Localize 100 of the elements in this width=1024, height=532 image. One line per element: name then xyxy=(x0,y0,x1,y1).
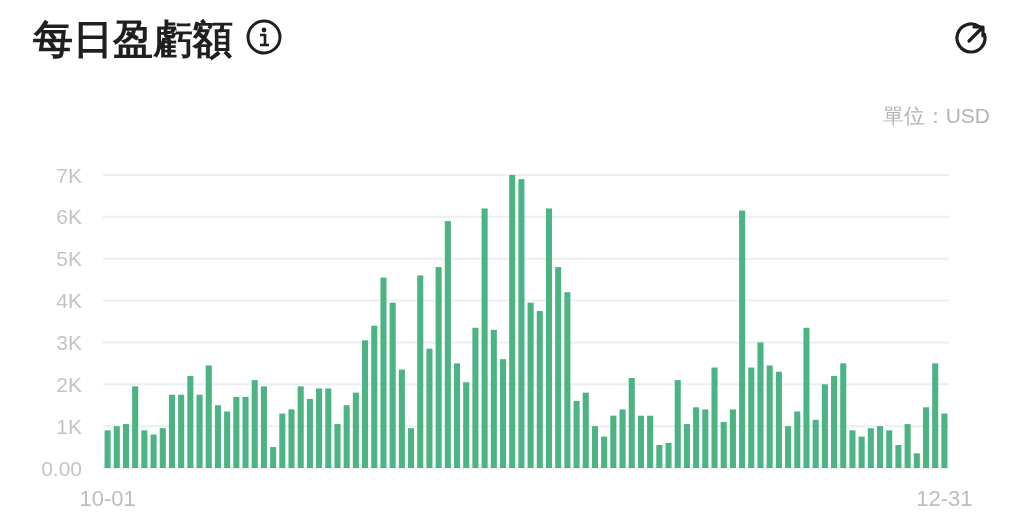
bar xyxy=(840,363,847,468)
bar xyxy=(803,327,810,468)
text: 單位：USD xyxy=(882,104,990,127)
bar xyxy=(196,394,203,468)
bar xyxy=(380,277,387,468)
bar xyxy=(656,444,663,468)
bar xyxy=(251,380,258,468)
bar xyxy=(674,380,681,468)
bar xyxy=(683,424,690,468)
y-tick-label: 2K xyxy=(56,372,82,396)
bar xyxy=(472,327,479,468)
bar xyxy=(168,394,175,468)
bar xyxy=(306,398,313,468)
bar xyxy=(628,378,635,468)
x-tick-label: 12-31 xyxy=(916,486,973,511)
bar xyxy=(205,365,212,468)
y-tick-label: 7K xyxy=(56,163,82,187)
bar xyxy=(288,409,295,468)
bar xyxy=(785,426,792,468)
bar xyxy=(913,453,920,468)
bar xyxy=(895,444,902,468)
bar xyxy=(454,363,461,468)
bar xyxy=(739,210,746,468)
bar xyxy=(536,311,543,468)
bar xyxy=(490,329,497,468)
bar xyxy=(582,392,589,468)
bar xyxy=(150,434,157,468)
bar xyxy=(610,415,617,468)
bar xyxy=(122,424,130,468)
bar xyxy=(867,428,874,468)
bar xyxy=(297,386,304,468)
bar xyxy=(371,325,378,468)
bar xyxy=(573,401,580,468)
bar xyxy=(877,426,884,468)
bar xyxy=(398,369,405,468)
bar xyxy=(831,375,838,468)
bar xyxy=(159,428,166,468)
bar xyxy=(932,363,939,468)
bar xyxy=(444,221,451,468)
bar xyxy=(481,208,488,468)
bar xyxy=(343,405,350,468)
bar xyxy=(922,407,930,468)
bar xyxy=(647,415,654,468)
chart-title: 每日盈虧額 xyxy=(32,17,233,61)
bar xyxy=(545,208,553,468)
bar xyxy=(591,426,598,468)
y-tick-label: 5K xyxy=(56,247,82,271)
bar xyxy=(637,415,644,468)
bar xyxy=(426,348,433,468)
bar xyxy=(665,442,672,468)
bar xyxy=(509,175,516,468)
bar xyxy=(260,386,267,468)
bar xyxy=(178,394,185,468)
y-tick-label: 1K xyxy=(56,414,82,438)
bar xyxy=(702,409,709,468)
y-tick-label: 0.00 xyxy=(41,456,82,480)
bar xyxy=(821,384,828,468)
bar xyxy=(233,396,240,468)
bar xyxy=(619,409,626,468)
bar xyxy=(325,388,332,468)
bar xyxy=(794,411,801,468)
bar xyxy=(904,424,911,468)
bar xyxy=(242,396,249,468)
bar xyxy=(757,342,764,468)
bar xyxy=(518,179,525,468)
bar xyxy=(389,302,396,468)
bar xyxy=(417,275,424,468)
bar xyxy=(693,407,700,468)
bar xyxy=(858,436,865,468)
bar xyxy=(435,267,442,468)
bar xyxy=(214,405,221,468)
bar xyxy=(812,419,819,468)
bar xyxy=(886,430,893,468)
bar xyxy=(555,267,562,468)
bar xyxy=(748,367,755,468)
bar xyxy=(564,292,571,468)
bar xyxy=(720,421,727,468)
bar xyxy=(408,428,415,468)
bar xyxy=(113,426,120,468)
x-tick-label: 10-01 xyxy=(79,486,136,511)
bar xyxy=(316,388,323,468)
bar xyxy=(187,375,194,468)
bar xyxy=(849,430,856,468)
bar xyxy=(104,430,111,468)
bar xyxy=(499,359,507,468)
y-tick-label: 6K xyxy=(56,205,82,229)
bar xyxy=(711,367,718,468)
y-tick-label: 3K xyxy=(56,330,82,354)
bar xyxy=(601,436,608,468)
bar xyxy=(352,392,359,468)
bar xyxy=(279,413,286,468)
bar xyxy=(775,371,782,468)
bar xyxy=(463,382,470,468)
y-tick-label: 4K xyxy=(56,289,82,313)
bar xyxy=(527,302,534,468)
bar xyxy=(270,447,277,468)
bar xyxy=(362,340,369,468)
bar xyxy=(141,430,148,468)
bar xyxy=(766,365,773,468)
bar xyxy=(334,424,341,468)
